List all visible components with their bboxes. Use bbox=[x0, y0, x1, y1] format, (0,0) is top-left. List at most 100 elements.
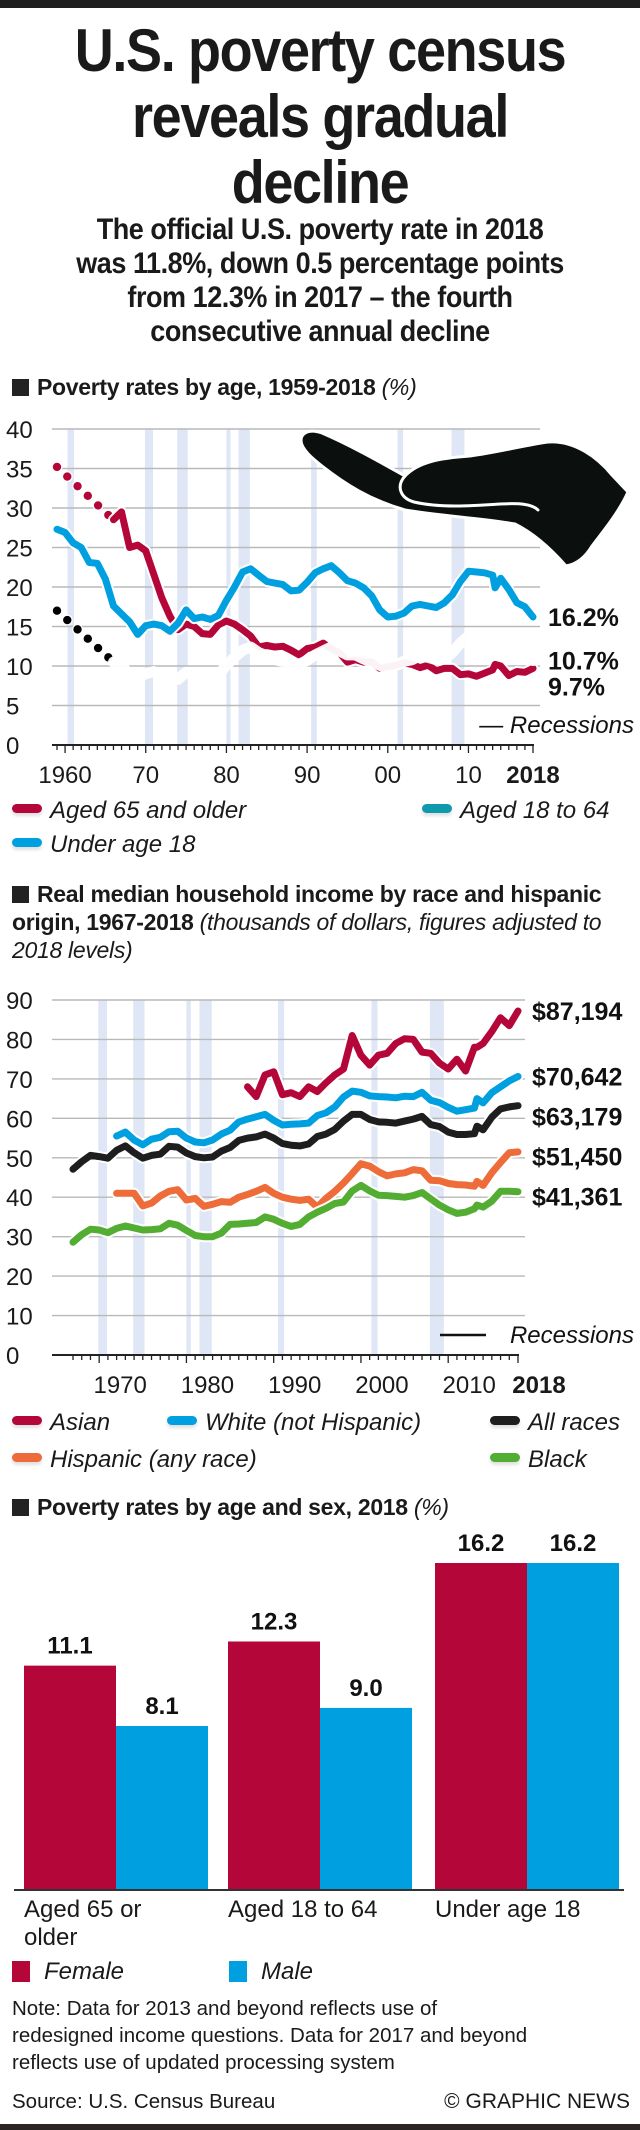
y-tick-label: 20 bbox=[6, 1264, 33, 1291]
note-line: Note: Data for 2013 and beyond reflects … bbox=[12, 1997, 438, 2020]
aged18_64-dotted-point bbox=[51, 605, 63, 617]
legend-swatch-hispanic bbox=[12, 1453, 42, 1462]
recession-band bbox=[278, 1000, 285, 1355]
legend-swatch-aged65 bbox=[12, 804, 42, 813]
x-tick-label: 90 bbox=[294, 762, 321, 789]
white-end-label: $70,642 bbox=[532, 1064, 622, 1092]
recessions-label: Recessions bbox=[510, 1322, 634, 1349]
female-bar bbox=[24, 1665, 116, 1889]
male-bar-value-label: 16.2 bbox=[550, 1530, 597, 1557]
chart1-heading: Poverty rates by age, 1959-2018 (%) bbox=[12, 373, 417, 401]
legend-swatch-aged18-64 bbox=[422, 804, 452, 813]
x-tick-label: 2000 bbox=[355, 1372, 408, 1399]
page-subtitle: The official U.S. poverty rate in 2018 w… bbox=[32, 213, 608, 349]
category-line: Aged 18 to 64 bbox=[228, 1896, 378, 1923]
x-tick-label: 80 bbox=[213, 762, 240, 789]
x-tick-label: 00 bbox=[374, 762, 401, 789]
note-line: redesigned income questions. Data for 20… bbox=[12, 2024, 528, 2047]
aged65-dotted-point bbox=[72, 480, 83, 492]
category-line: Under age 18 bbox=[435, 1896, 581, 1923]
hispanic-end-label: $51,450 bbox=[532, 1144, 622, 1172]
legend-label: All races bbox=[528, 1409, 621, 1436]
category-line: older bbox=[24, 1924, 78, 1951]
aged65-dotted-point bbox=[61, 471, 73, 482]
hispanic-line-halo bbox=[111, 1146, 524, 1213]
chart3-unit: (%) bbox=[413, 1494, 449, 1520]
x-tick-label: 1990 bbox=[268, 1372, 321, 1399]
note-line: reflects use of updated processing syste… bbox=[12, 2051, 395, 2074]
legend-swatch-male bbox=[229, 1961, 247, 1982]
chart1-legend-aged65: Aged 65 and older bbox=[12, 797, 246, 825]
chart2-legend-all: All races bbox=[490, 1409, 620, 1437]
female-bar bbox=[228, 1641, 320, 1889]
female-bar-value-label: 11.1 bbox=[47, 1633, 92, 1660]
footnote: Note: Data for 2013 and beyond reflects … bbox=[12, 1995, 632, 2076]
legend-label: Aged 18 to 64 bbox=[460, 797, 610, 824]
aged18_64-dotted-point bbox=[72, 623, 83, 635]
x-tick-label: 2018 bbox=[506, 762, 559, 789]
aged18_64-dotted-point bbox=[92, 642, 104, 654]
subtitle-line: from 12.3% in 2017 – the fourth bbox=[127, 281, 513, 314]
bar-category-aged65: Aged 65 or older bbox=[24, 1896, 141, 1952]
chart3-heading: Poverty rates by age and sex, 2018 (%) bbox=[12, 1493, 449, 1521]
male-bar-value-label: 8.1 bbox=[145, 1693, 178, 1720]
hand-thumb-outline bbox=[398, 474, 540, 512]
legend-swatch-white bbox=[167, 1416, 197, 1425]
legend-swatch-female bbox=[12, 1961, 30, 1982]
aged65-dotted-point bbox=[82, 490, 94, 502]
title-line: decline bbox=[231, 149, 410, 216]
chart2-legend-white: White (not Hispanic) bbox=[167, 1409, 421, 1437]
male-bar bbox=[116, 1726, 208, 1889]
y-tick-label: 90 bbox=[6, 988, 33, 1015]
title-line: reveals gradual bbox=[132, 83, 509, 150]
y-tick-label: 50 bbox=[6, 1146, 33, 1173]
asian-end-label: $87,194 bbox=[532, 998, 622, 1026]
y-tick-label: 60 bbox=[6, 1106, 33, 1133]
female-bar bbox=[435, 1563, 527, 1889]
poverty-by-sex-bar-chart: 11.1 8.1 12.3 9.0 16.2 16.2 bbox=[14, 1530, 624, 1891]
chart2-legend-black: Black bbox=[490, 1446, 587, 1474]
y-tick-label: 25 bbox=[6, 536, 33, 563]
section-square-icon bbox=[12, 379, 29, 396]
legend-label: White (not Hispanic) bbox=[205, 1409, 422, 1436]
poverty-by-age-chart: 0 5 10 15 20 25 30 35 40 1960 70 80 90 00 10 2018 16.2% 1… bbox=[6, 417, 634, 789]
legend-label: Aged 65 and older bbox=[50, 797, 247, 824]
top-bar bbox=[0, 0, 640, 8]
y-tick-label: 80 bbox=[6, 1027, 33, 1054]
chart1-unit: (%) bbox=[381, 374, 417, 400]
asian-line bbox=[244, 1007, 522, 1101]
credit-text: © GRAPHIC NEWS bbox=[444, 2090, 630, 2113]
recession-band bbox=[199, 1000, 212, 1355]
y-tick-label: 10 bbox=[6, 654, 33, 681]
recession-band bbox=[186, 1000, 191, 1355]
aged18_64-dotted-point bbox=[82, 633, 94, 645]
chart3-title: Poverty rates by age and sex, 2018 bbox=[37, 1494, 408, 1520]
section-square-icon bbox=[12, 1499, 29, 1516]
all-line bbox=[69, 1102, 522, 1173]
hand-icon bbox=[299, 429, 630, 568]
y-tick-label: 30 bbox=[6, 1225, 33, 1252]
income-by-race-chart: 0 10 20 30 40 50 60 70 80 90 1970 1980 1990 2000 2010 2… bbox=[6, 988, 634, 1399]
black-line bbox=[69, 1181, 522, 1246]
legend-swatch-all bbox=[490, 1416, 520, 1425]
bar-category-under18: Under age 18 bbox=[435, 1896, 580, 1924]
chart3-legend-male: Male bbox=[229, 1958, 313, 1986]
x-tick-label: 1970 bbox=[93, 1372, 146, 1399]
chart2-legend-hispanic: Hispanic (any race) bbox=[12, 1446, 257, 1474]
y-tick-label: 0 bbox=[6, 733, 19, 760]
chart1-legend-under18: Under age 18 bbox=[12, 831, 195, 859]
y-tick-label: 40 bbox=[6, 417, 33, 444]
legend-label: Black bbox=[528, 1446, 587, 1473]
legend-label: Under age 18 bbox=[50, 831, 196, 858]
chart1-title: Poverty rates by age, 1959-2018 bbox=[37, 374, 376, 400]
title-line: U.S. poverty census bbox=[74, 17, 567, 84]
x-tick-label: 2018 bbox=[512, 1372, 565, 1399]
legend-swatch-asian bbox=[12, 1416, 42, 1425]
x-tick-label: 70 bbox=[132, 762, 159, 789]
aged18_64-dotted-point bbox=[61, 614, 73, 626]
recession-band bbox=[98, 1000, 108, 1355]
legend-swatch-under18 bbox=[12, 838, 42, 847]
chart3-legend-female: Female bbox=[12, 1958, 124, 1986]
y-tick-label: 0 bbox=[6, 1343, 19, 1370]
legend-label: Hispanic (any race) bbox=[50, 1446, 257, 1473]
